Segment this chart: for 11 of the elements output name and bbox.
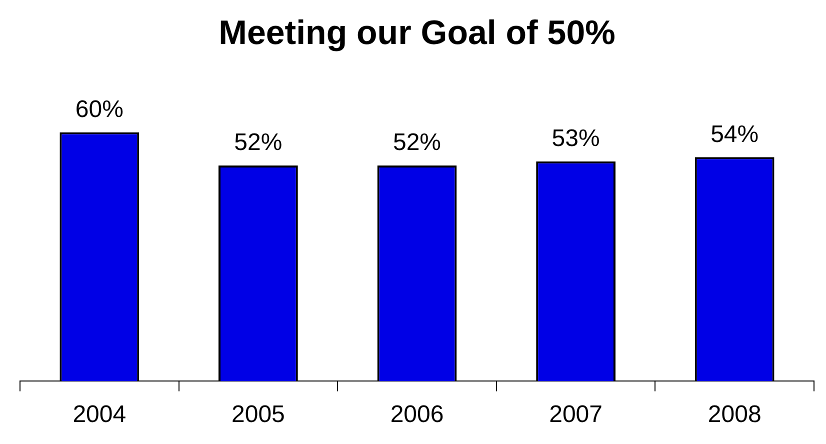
data-label: 52% [392,129,442,156]
data-label: 52% [234,129,282,156]
data-label: 54% [710,120,759,148]
x-tick-label: 2005 [232,401,285,428]
data-label: 60% [75,96,124,123]
x-tick-label: 2006 [390,401,444,428]
x-tick-label: 2004 [72,401,126,428]
x-tick-label: 2008 [708,401,762,428]
chart-title: Meeting our Goal of 50% [218,14,616,52]
x-tick-label: 2007 [549,401,602,428]
data-label: 53% [552,124,600,152]
